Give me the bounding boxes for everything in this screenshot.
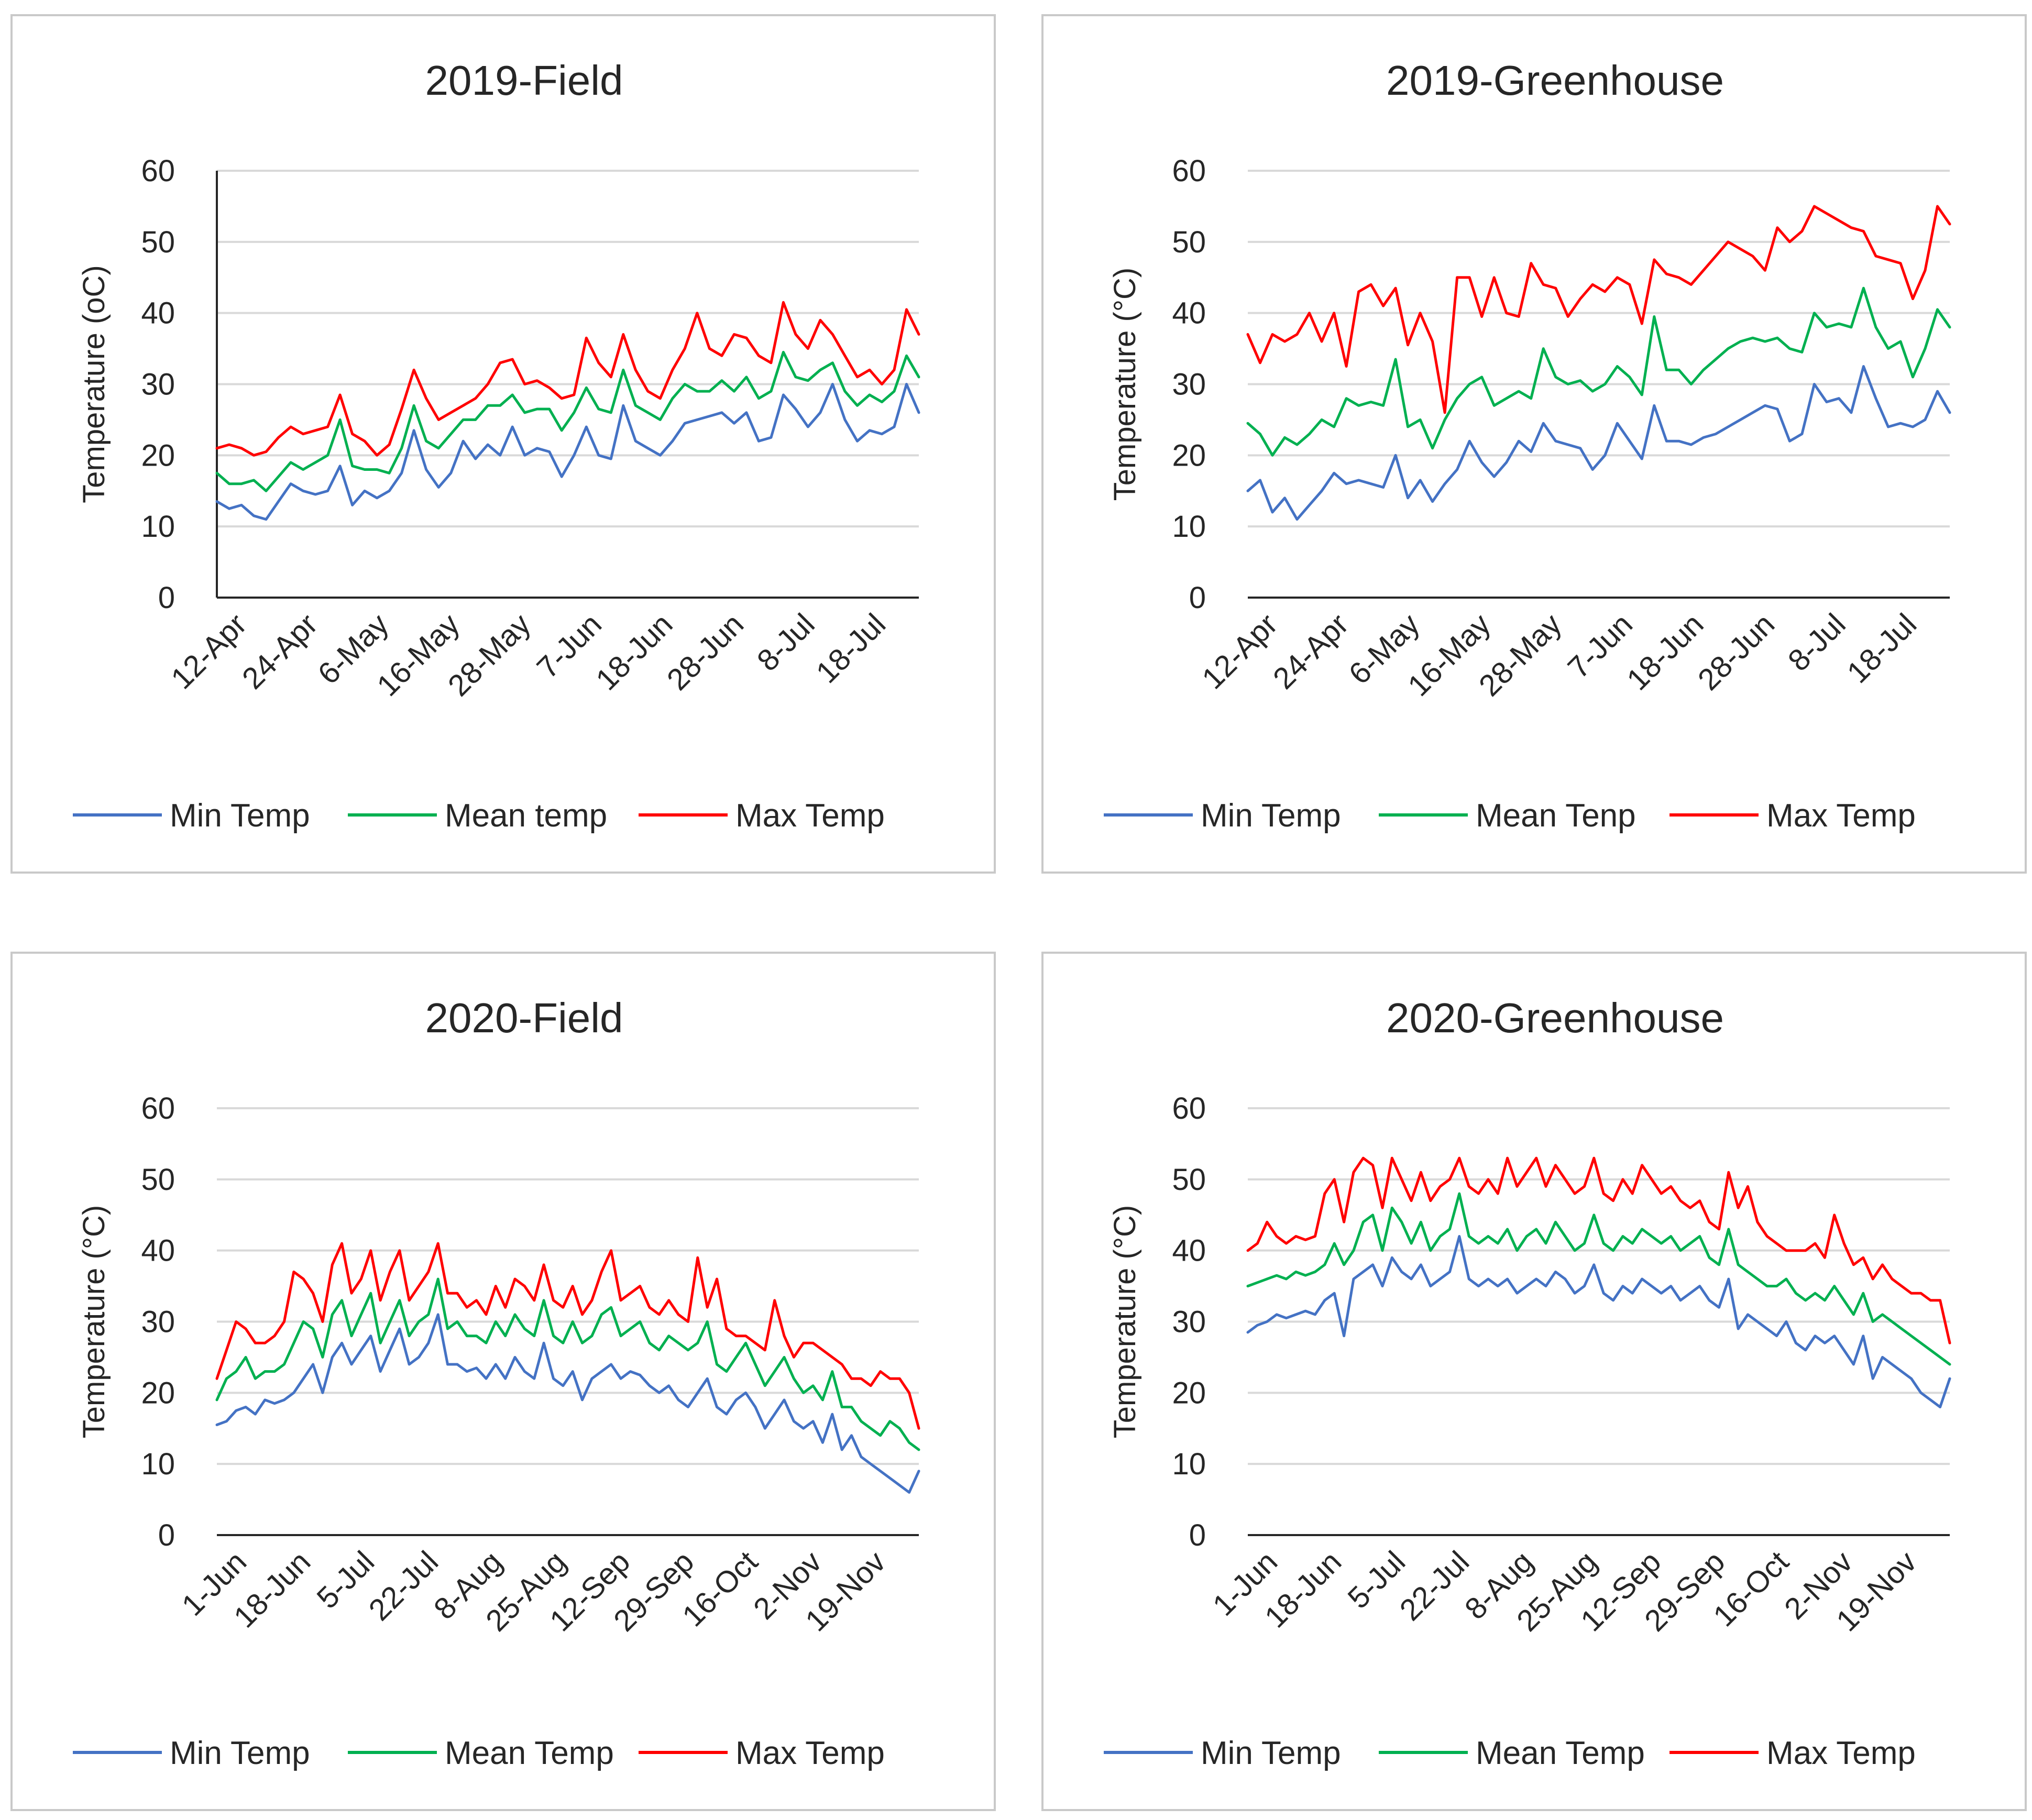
legend-label-min-temp: Min Temp xyxy=(1201,1735,1341,1771)
legend-label-max-temp: Max Temp xyxy=(1766,798,1916,834)
y-tick-label: 0 xyxy=(1189,1518,1206,1552)
y-axis-label: Temperature (°C) xyxy=(1108,1205,1142,1438)
y-tick-label: 30 xyxy=(1172,368,1206,402)
series-line-max-temp xyxy=(215,1242,920,1430)
y-tick-label: 60 xyxy=(1172,154,1206,188)
legend-label-mean-temp: Mean temp xyxy=(445,798,607,834)
y-tick-label: 10 xyxy=(1172,1447,1206,1481)
y-tick-label: 50 xyxy=(1172,1163,1206,1197)
y-tick-label: 30 xyxy=(141,1305,175,1339)
legend-label-max-temp: Max Temp xyxy=(1766,1735,1916,1771)
chart-svg: 2019-Greenhouse 0 10 20 30 40 50 60 Temperature … xyxy=(1104,57,1951,834)
series-line-min-temp xyxy=(1246,365,1951,521)
legend-label-min-temp: Min Temp xyxy=(1201,798,1341,834)
legend-label-min-temp: Min Temp xyxy=(170,1735,310,1771)
series-line-mean-temp xyxy=(215,1277,920,1451)
chart-title: 2019-Greenhouse xyxy=(1386,57,1724,104)
chart-svg: 2020-Greenhouse 0 10 20 30 40 50 60 Temperature … xyxy=(1104,995,1951,1771)
y-tick-label: 60 xyxy=(141,154,175,188)
y-tick-label: 30 xyxy=(1172,1305,1206,1339)
x-tick-label: 18-Jun xyxy=(589,607,679,697)
legend-label-mean-temp: Mean Tenp xyxy=(1476,798,1636,834)
y-tick-label: 0 xyxy=(158,581,175,615)
chart-title: 2020-Field xyxy=(425,995,623,1041)
x-tick-label: 28-Jun xyxy=(661,607,750,697)
y-tick-label: 50 xyxy=(1172,225,1206,259)
chart-panel-2019-field: 2019-Field 0 10 20 30 40 50 60 Temperature (oC) 1… xyxy=(10,14,996,874)
x-tick-label: 12-Apr xyxy=(164,607,253,696)
legend-label-max-temp: Max Temp xyxy=(735,798,885,834)
series-line-max-temp xyxy=(215,301,920,457)
y-tick-label: 50 xyxy=(141,1163,175,1197)
y-tick-label: 10 xyxy=(141,510,175,544)
y-axis-label: Temperature (oC) xyxy=(77,265,111,503)
x-tick-label: 18-Jul xyxy=(810,607,893,690)
y-tick-label: 40 xyxy=(141,296,175,330)
y-tick-label: 50 xyxy=(141,225,175,259)
y-tick-label: 40 xyxy=(1172,296,1206,330)
legend-label-min-temp: Min Temp xyxy=(170,798,310,834)
x-tick-label: 28-Jun xyxy=(1691,607,1781,697)
x-tick-label: 24-Apr xyxy=(1267,607,1355,696)
series-line-min-temp xyxy=(215,1313,920,1494)
y-axis-label: Temperature (°C) xyxy=(77,1205,111,1438)
x-tick-label: 18-Jul xyxy=(1841,607,1924,690)
series-line-mean-temp xyxy=(1246,1192,1951,1366)
y-tick-label: 20 xyxy=(141,438,175,472)
legend-label-max-temp: Max Temp xyxy=(735,1735,885,1771)
chart-title: 2019-Field xyxy=(425,57,623,104)
legend-label-mean-temp: Mean Temp xyxy=(1476,1735,1645,1771)
y-tick-label: 0 xyxy=(1189,581,1206,615)
series-line-max-temp xyxy=(1246,1156,1951,1344)
y-tick-label: 30 xyxy=(141,368,175,402)
y-tick-label: 10 xyxy=(1172,510,1206,544)
x-tick-label: 22-Jul xyxy=(363,1545,445,1627)
series-line-mean-temp xyxy=(215,350,920,492)
chart-panel-2020-field: 2020-Field 0 10 20 30 40 50 60 Temperature (°C) 1… xyxy=(10,952,996,1811)
y-tick-label: 20 xyxy=(1172,1376,1206,1410)
y-tick-label: 60 xyxy=(1172,1091,1206,1126)
chart-title: 2020-Greenhouse xyxy=(1386,995,1724,1041)
series-line-max-temp xyxy=(1246,205,1951,414)
y-axis-label: Temperature (°C) xyxy=(1108,268,1142,501)
x-tick-label: 18-Jun xyxy=(1620,607,1710,697)
series-line-min-temp xyxy=(215,383,920,521)
y-tick-label: 0 xyxy=(158,1518,175,1552)
legend-label-mean-temp: Mean Temp xyxy=(445,1735,614,1771)
y-tick-label: 10 xyxy=(141,1447,175,1481)
x-tick-label: 24-Apr xyxy=(236,607,324,696)
series-line-mean-temp xyxy=(1246,286,1951,457)
y-tick-label: 40 xyxy=(1172,1234,1206,1268)
chart-panel-2019-greenhouse: 2019-Greenhouse 0 10 20 30 40 50 60 Temperature … xyxy=(1041,14,2027,874)
x-tick-label: 12-Apr xyxy=(1195,607,1284,696)
chart-svg: 2019-Field 0 10 20 30 40 50 60 Temperature (oC) 1… xyxy=(73,57,920,834)
y-tick-label: 40 xyxy=(141,1234,175,1268)
chart-panel-2020-greenhouse: 2020-Greenhouse 0 10 20 30 40 50 60 Temperature … xyxy=(1041,952,2027,1811)
series-line-min-temp xyxy=(1246,1235,1951,1408)
y-tick-label: 60 xyxy=(141,1091,175,1126)
y-tick-label: 20 xyxy=(141,1376,175,1410)
x-tick-label: 22-Jul xyxy=(1393,1545,1476,1627)
y-tick-label: 20 xyxy=(1172,438,1206,472)
